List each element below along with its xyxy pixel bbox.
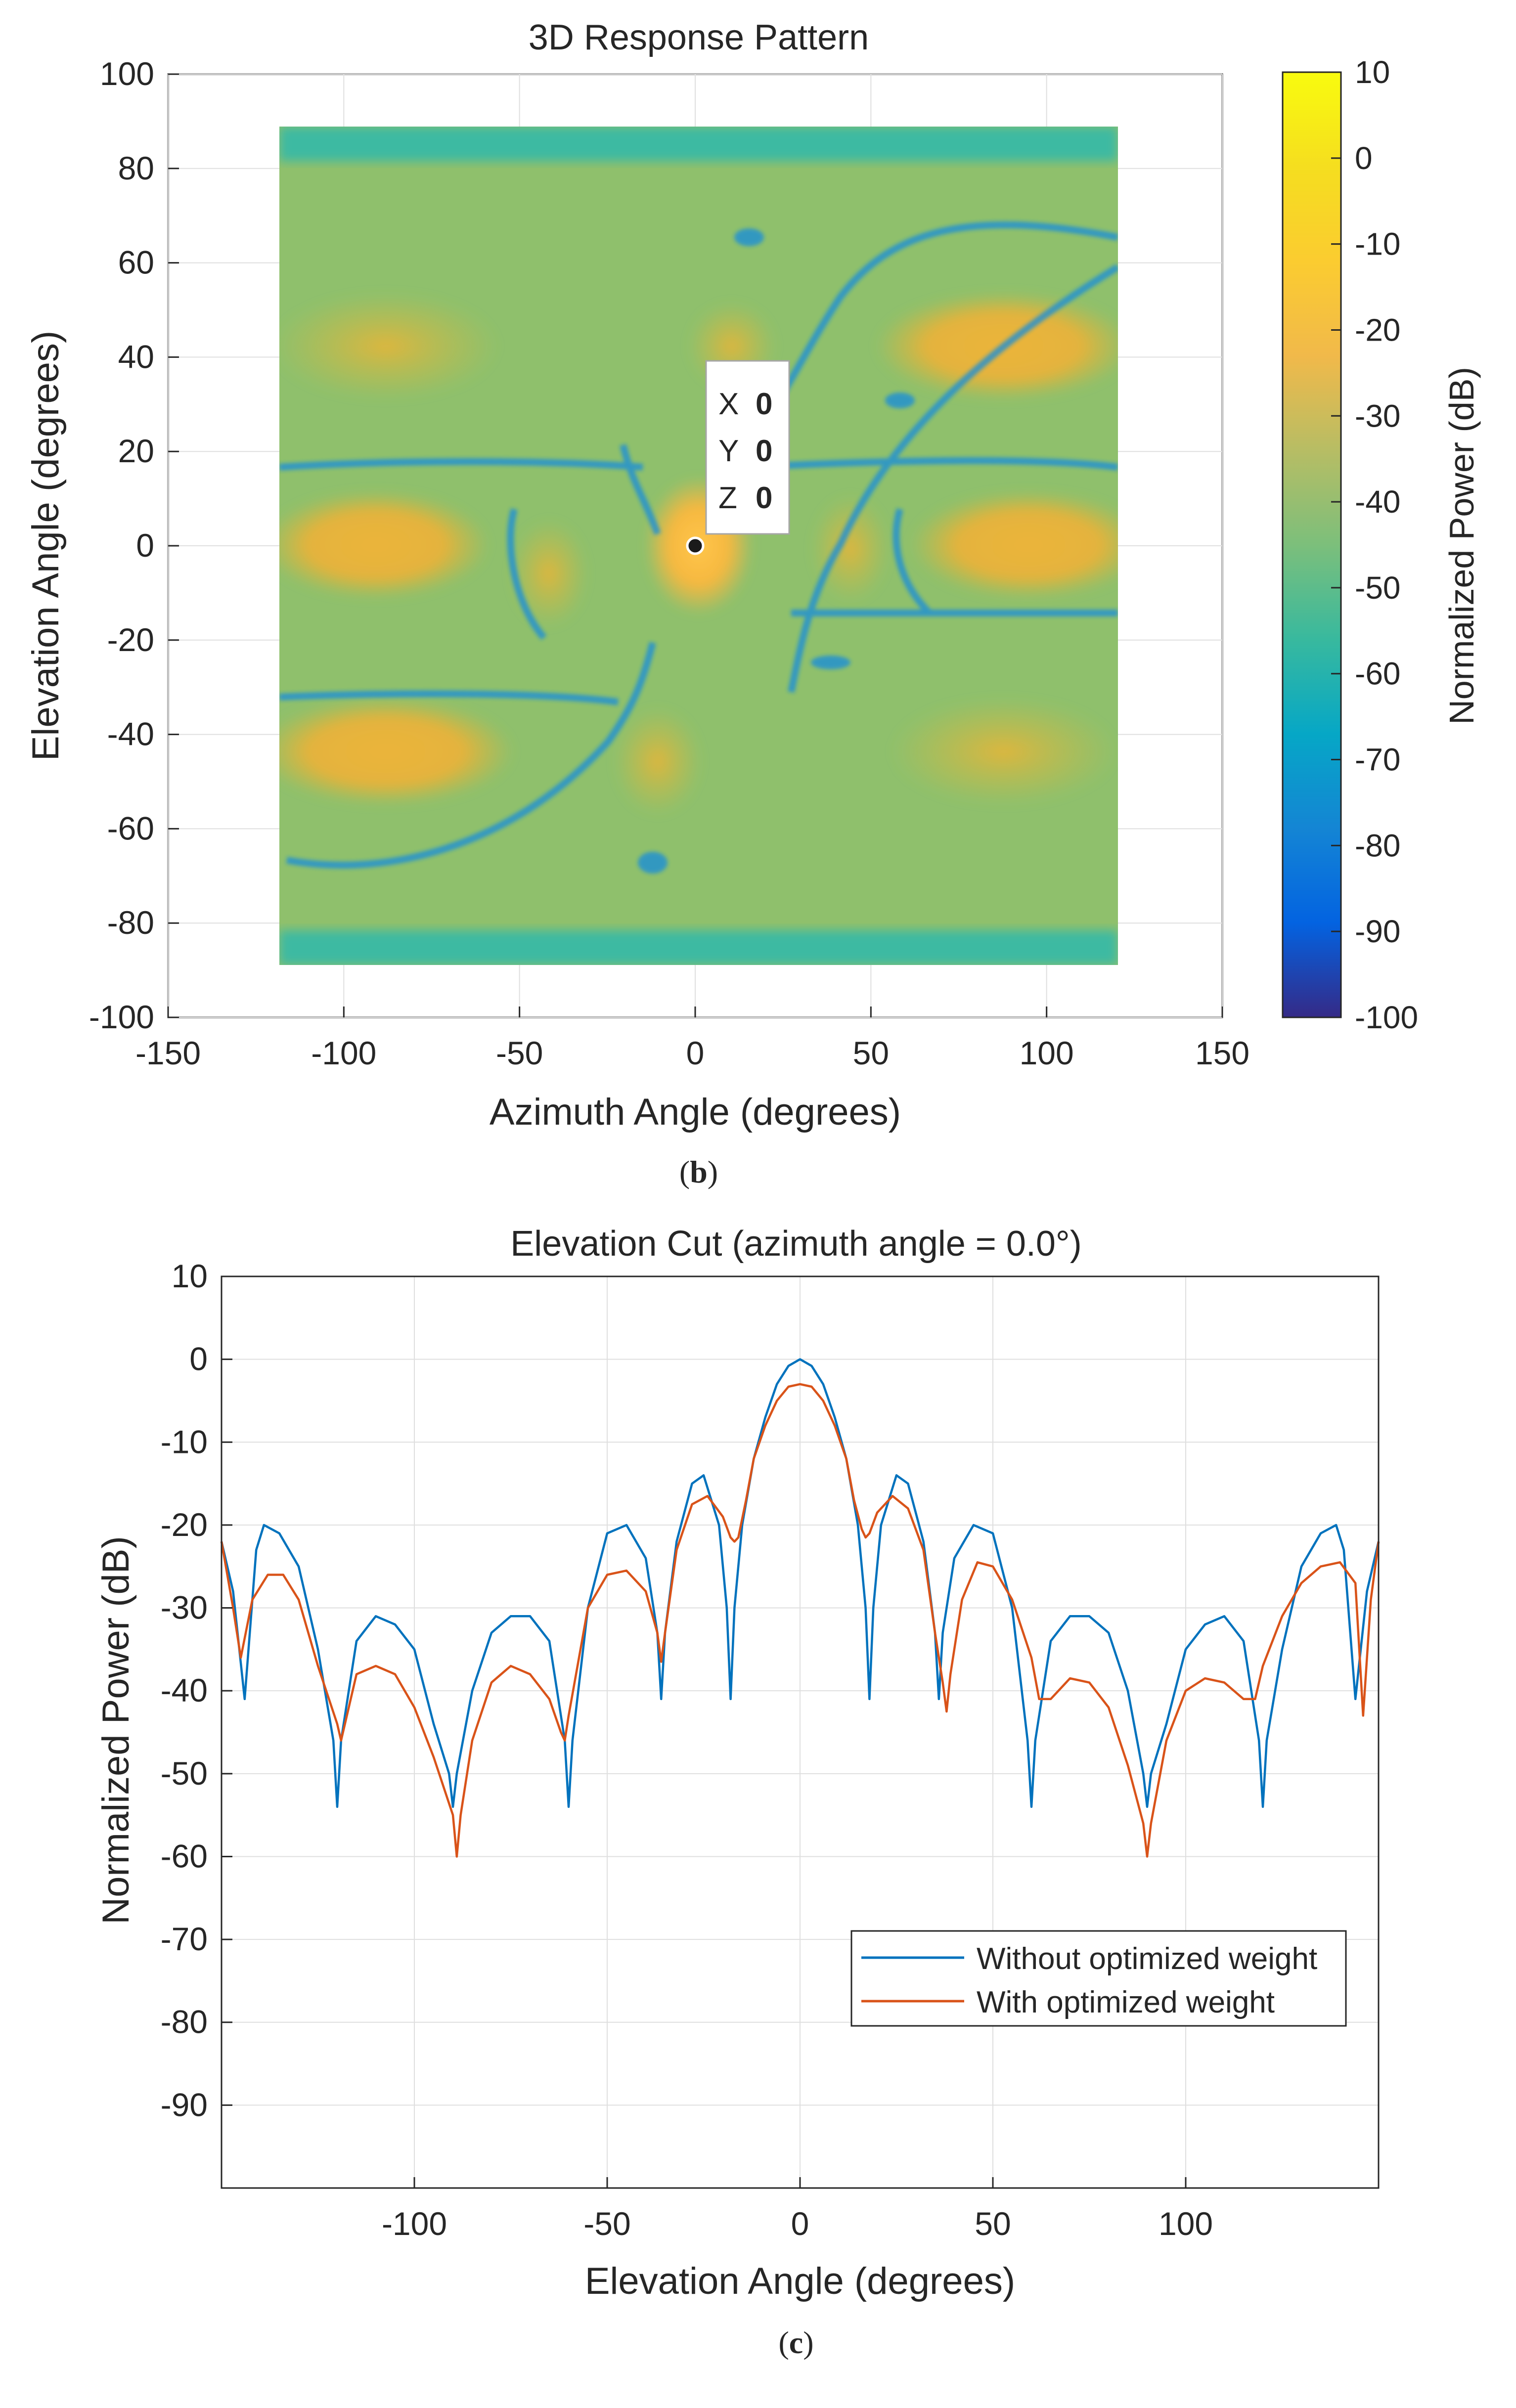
line-y-tick-label: -70 xyxy=(161,1921,208,1957)
datatip-y-value: 0 xyxy=(756,434,772,468)
lobe-left-lower xyxy=(279,697,514,806)
series-with-optimized-weight xyxy=(220,1383,1380,1858)
line-x-tick-label: -100 xyxy=(382,2205,447,2242)
colorbar-tick-label: -40 xyxy=(1355,484,1401,520)
line-y-tick-label: -30 xyxy=(161,1589,208,1626)
null-dot-mid xyxy=(811,656,850,669)
colorbar-ticks: 10 0 -10 -20 -30 -40 -50 -60 -70 -80 -90 -100 xyxy=(1331,54,1418,1035)
line-chart-title: Elevation Cut (azimuth angle = 0.0°) xyxy=(510,1224,1081,1264)
lobe-near-left xyxy=(509,519,588,628)
line-y-tick-label: -50 xyxy=(161,1755,208,1792)
heatmap-y-tick-label: -20 xyxy=(107,621,154,658)
line-y-axis-label: Normalized Power (dB) xyxy=(95,1536,137,1925)
null-dot-top xyxy=(734,228,764,246)
heatmap-x-tick-label: 0 xyxy=(686,1035,705,1071)
lobe-left-center xyxy=(279,490,490,599)
colorbar-tick-label: -20 xyxy=(1355,312,1401,348)
heatmap-x-axis-label: Azimuth Angle (degrees) xyxy=(490,1091,901,1133)
null-dot-bottom xyxy=(638,852,668,874)
heatmap-y-tick-label: -40 xyxy=(107,716,154,752)
colorbar-tick-label: -70 xyxy=(1355,742,1401,778)
heatmap-y-tick-label: 20 xyxy=(118,433,154,469)
line-series-group xyxy=(220,1358,1380,1858)
heatmap-y-tick-label: 0 xyxy=(136,527,154,564)
line-ticks: -100 -50 0 50 100100-10-20-30-40-50-60-70-80… xyxy=(161,1258,1213,2242)
line-legend[interactable]: Without optimized weight With optimized … xyxy=(850,1930,1347,2027)
colorbar-tick-label: 0 xyxy=(1355,140,1373,176)
heatmap-null-dots xyxy=(638,228,915,874)
series-without-optimized-weight xyxy=(220,1358,1380,1808)
heatmap-y-tick-label: 80 xyxy=(118,150,154,186)
colorbar-tick-label: -60 xyxy=(1355,656,1401,692)
line-x-tick-label: 50 xyxy=(975,2205,1011,2242)
colorbar-tick-label: -100 xyxy=(1355,1000,1418,1035)
caption-b: (b) xyxy=(679,1154,718,1189)
legend-label-without: Without optimized weight xyxy=(977,1942,1317,1976)
heatmap-x-tick-label: 150 xyxy=(1195,1035,1249,1071)
line-x-tick-label: 0 xyxy=(791,2205,809,2242)
heatmap-x-tick-label: 50 xyxy=(853,1035,889,1071)
datatip-x-value: 0 xyxy=(756,387,772,421)
heatmap-sidelobes xyxy=(279,292,1118,816)
lobe-right-center xyxy=(910,490,1118,599)
colorbar-tick-label: -30 xyxy=(1355,398,1401,434)
heatmap-x-tick-label: -50 xyxy=(496,1035,543,1071)
line-y-tick-label: -90 xyxy=(161,2086,208,2123)
colorbar-tick-label: -80 xyxy=(1355,828,1401,863)
colorbar-tick-label: -10 xyxy=(1355,226,1401,262)
line-y-tick-label: 10 xyxy=(172,1258,208,1294)
heatmap-null-contours xyxy=(279,221,1118,869)
heatmap-x-tick-label: -100 xyxy=(311,1035,376,1071)
caption-c: (c) xyxy=(778,2325,813,2360)
heatmap-ticks: -150 -100 -50 0 50 100 150-100-80-60-40-200204… xyxy=(89,55,1249,1071)
lobe-below-main xyxy=(613,707,702,816)
heatmap-y-tick-label: 100 xyxy=(100,55,154,92)
line-x-tick-label: -50 xyxy=(583,2205,630,2242)
heatmap-field xyxy=(279,127,1118,965)
heatmap-y-tick-label: -80 xyxy=(107,904,154,941)
elevation-cut-chart: Elevation Cut (azimuth angle = 0.0°) -10… xyxy=(95,1224,1380,2360)
line-y-tick-label: -10 xyxy=(161,1423,208,1460)
null-dot-right xyxy=(885,393,915,408)
datatip-z-label: Z xyxy=(718,481,737,515)
line-y-tick-label: 0 xyxy=(189,1341,208,1377)
colorbar xyxy=(1282,71,1342,1018)
lobe-near-right xyxy=(811,494,890,603)
heatmap-y-tick-label: 60 xyxy=(118,244,154,281)
heatmap-y-tick-label: -100 xyxy=(89,999,154,1035)
colorbar-tick-label: 10 xyxy=(1355,54,1390,90)
heatmap-y-tick-label: -60 xyxy=(107,810,154,846)
datatip-box xyxy=(705,360,790,535)
colorbar-tick-label: -90 xyxy=(1355,914,1401,949)
lobe-right-upper xyxy=(875,292,1118,400)
heatmap-band-bottom xyxy=(279,930,1118,965)
line-y-tick-label: -60 xyxy=(161,1838,208,1874)
heatmap-band-top xyxy=(279,127,1118,161)
heatmap-x-tick-label: -150 xyxy=(135,1035,201,1071)
heatmap-y-axis-label: Elevation Angle (degrees) xyxy=(25,331,67,761)
response-pattern-chart: 3D Response Pattern xyxy=(25,18,1481,1189)
colorbar-label: Normalized Power (dB) xyxy=(1442,367,1481,725)
heatmap-y-tick-label: 40 xyxy=(118,338,154,375)
line-y-tick-label: -40 xyxy=(161,1672,208,1708)
colorbar-tick-label: -50 xyxy=(1355,570,1401,606)
legend-label-with: With optimized weight xyxy=(977,1985,1275,2019)
heatmap-x-tick-label: 100 xyxy=(1020,1035,1074,1071)
lobe-right-lower xyxy=(890,697,1117,806)
line-x-tick-label: 100 xyxy=(1159,2205,1213,2242)
legend-box xyxy=(850,1930,1347,2027)
line-y-tick-label: -80 xyxy=(161,2004,208,2040)
datatip-marker[interactable] xyxy=(686,536,705,555)
line-x-axis-label: Elevation Angle (degrees) xyxy=(585,2260,1015,2302)
datatip-y-label: Y xyxy=(718,434,739,468)
datatip[interactable]: X 0 Y 0 Z 0 xyxy=(705,360,790,535)
heatmap-title: 3D Response Pattern xyxy=(529,18,869,57)
lobe-left-upper xyxy=(279,292,499,400)
datatip-z-value: 0 xyxy=(756,481,772,515)
line-y-tick-label: -20 xyxy=(161,1506,208,1543)
datatip-x-label: X xyxy=(718,387,739,421)
